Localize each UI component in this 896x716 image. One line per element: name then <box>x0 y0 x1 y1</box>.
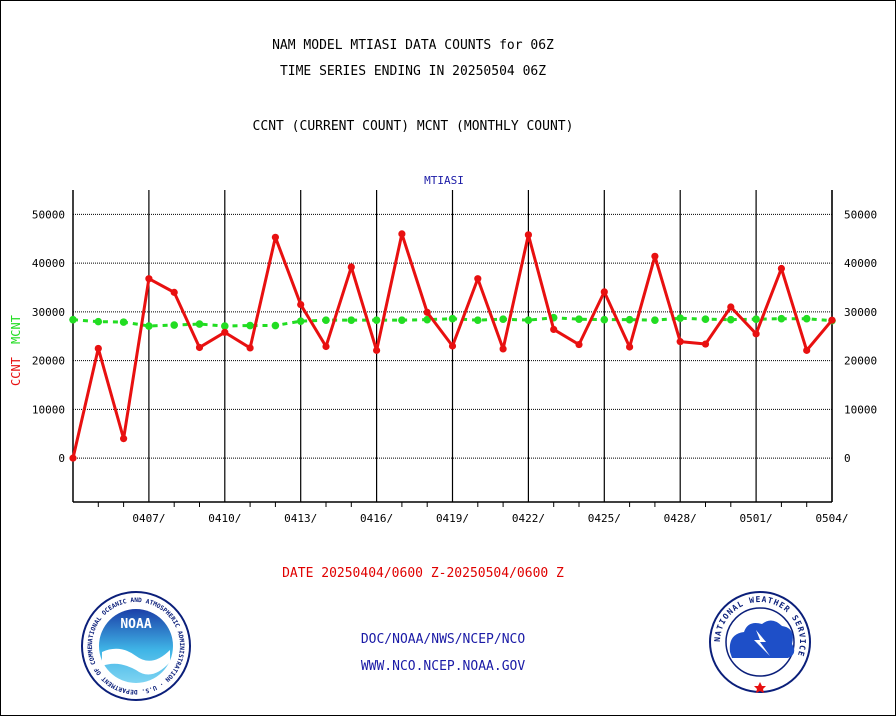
ccnt-point <box>398 230 406 238</box>
ccnt-point <box>94 344 102 353</box>
y-tick-label-right: 40000 <box>844 257 877 270</box>
x-tick-label: 0410/ <box>208 512 241 525</box>
ccnt-point <box>322 342 330 351</box>
x-tick-label: 0501/ <box>740 512 773 525</box>
mcnt-point <box>423 315 432 324</box>
ccnt-point <box>828 316 836 324</box>
panel-title: MTIASI <box>424 174 464 187</box>
ccnt-point <box>474 275 482 283</box>
y-tick-label-right: 30000 <box>844 306 877 319</box>
mcnt-point <box>246 321 254 330</box>
ccnt-point <box>524 231 533 239</box>
ccnt-point <box>170 288 178 296</box>
mcnt-point <box>170 321 178 329</box>
ccnt-point <box>145 275 153 283</box>
y-tick-label-right: 50000 <box>844 208 877 221</box>
y-tick-label-left: 10000 <box>32 403 65 416</box>
y-tick-label-right: 0 <box>844 452 851 465</box>
ccnt-point <box>701 340 710 348</box>
y-tick-label-left: 50000 <box>32 208 65 221</box>
mcnt-point <box>195 320 204 328</box>
mcnt-point <box>802 314 811 323</box>
ccnt-point <box>448 342 457 350</box>
mcnt-point <box>94 317 103 326</box>
mcnt-point <box>271 321 280 330</box>
mcnt-point <box>499 315 507 323</box>
ccnt-point <box>271 233 279 241</box>
ccnt-point <box>195 343 204 352</box>
ccnt-point <box>727 303 735 311</box>
y-tick-label-right: 20000 <box>844 355 877 368</box>
mcnt-point <box>600 315 609 324</box>
ccnt-point <box>297 300 305 309</box>
x-tick-label: 0504/ <box>815 512 848 525</box>
y-tick-label-left: 30000 <box>32 306 65 319</box>
x-tick-label: 0428/ <box>664 512 697 525</box>
mcnt-point <box>777 314 786 323</box>
y-tick-label-left: 0 <box>58 452 65 465</box>
ccnt-point <box>676 338 684 346</box>
y-axis-label-mcnt: MCNT <box>9 315 23 344</box>
ccnt-point <box>246 344 254 352</box>
chart-title-line2: TIME SERIES ENDING IN 20250504 06Z <box>279 64 547 79</box>
mcnt-point <box>322 316 330 324</box>
ccnt-point <box>550 325 558 334</box>
chart-title-line1: NAM MODEL MTIASI DATA COUNTS for 06Z <box>272 38 554 53</box>
organization-line: DOC/NOAA/NWS/NCEP/NCO <box>360 632 526 647</box>
mcnt-point <box>524 316 533 324</box>
y-axis-label-ccnt: CCNT <box>9 357 23 386</box>
ccnt-point <box>626 343 634 351</box>
mcnt-point <box>575 315 583 323</box>
series-legend-text: CCNT (CURRENT COUNT) MCNT (MONTHLY COUNT… <box>252 119 574 134</box>
mcnt-point <box>296 317 305 325</box>
ccnt-point <box>347 263 355 271</box>
mcnt-point <box>752 315 760 323</box>
svg-text:NOAA: NOAA <box>120 617 151 632</box>
ccnt-point <box>752 330 760 338</box>
nws-logo: NATIONAL WEATHER SERVICE <box>709 591 811 693</box>
mcnt-point <box>398 316 406 324</box>
ccnt-point <box>373 346 381 354</box>
mcnt-point <box>347 316 356 324</box>
x-tick-label: 0422/ <box>512 512 545 525</box>
noaa-logo: NOAA NATIONAL OCEANIC AND ATMOSPHERIC AD… <box>80 590 191 701</box>
time-series-chart: MTIASI 0 0 10000 10000 20000 20000 30000 30000 4… <box>9 174 877 525</box>
x-tick-label: 0419/ <box>436 512 469 525</box>
mcnt-point <box>145 322 153 330</box>
mcnt-point <box>448 314 457 323</box>
x-tick-label: 0416/ <box>360 512 393 525</box>
y-tick-label-left: 20000 <box>32 355 65 368</box>
ccnt-point <box>499 345 507 353</box>
mcnt-point <box>372 316 381 324</box>
website-link[interactable]: WWW.NCO.NCEP.NOAA.GOV <box>360 659 526 674</box>
mcnt-point <box>676 314 684 323</box>
mcnt-point <box>701 315 710 323</box>
date-range-label: DATE 20250404/0600 Z-20250504/0600 Z <box>282 566 564 581</box>
ccnt-point <box>651 252 659 260</box>
y-tick-label-right: 10000 <box>844 403 877 416</box>
ccnt-series <box>69 230 836 462</box>
axes <box>72 190 833 507</box>
mcnt-point <box>651 316 659 324</box>
mcnt-point <box>474 316 482 324</box>
ccnt-point <box>575 340 583 349</box>
ccnt-point <box>69 454 77 462</box>
ccnt-point <box>600 288 608 296</box>
x-tick-label: 0413/ <box>284 512 317 525</box>
ccnt-point <box>777 264 786 273</box>
ccnt-point <box>221 328 229 336</box>
tick-labels: 0 0 10000 10000 20000 20000 30000 30000 40000 400… <box>32 208 877 525</box>
ccnt-point <box>423 308 431 316</box>
mcnt-point <box>625 315 634 324</box>
ccnt-point <box>803 346 811 354</box>
mcnt-point <box>727 315 735 324</box>
y-tick-label-left: 40000 <box>32 257 65 270</box>
ccnt-point <box>120 435 128 443</box>
x-tick-label: 0407/ <box>132 512 165 525</box>
mcnt-point <box>69 315 77 324</box>
mcnt-point <box>221 322 229 330</box>
mcnt-point <box>119 318 128 326</box>
x-tick-label: 0425/ <box>588 512 621 525</box>
